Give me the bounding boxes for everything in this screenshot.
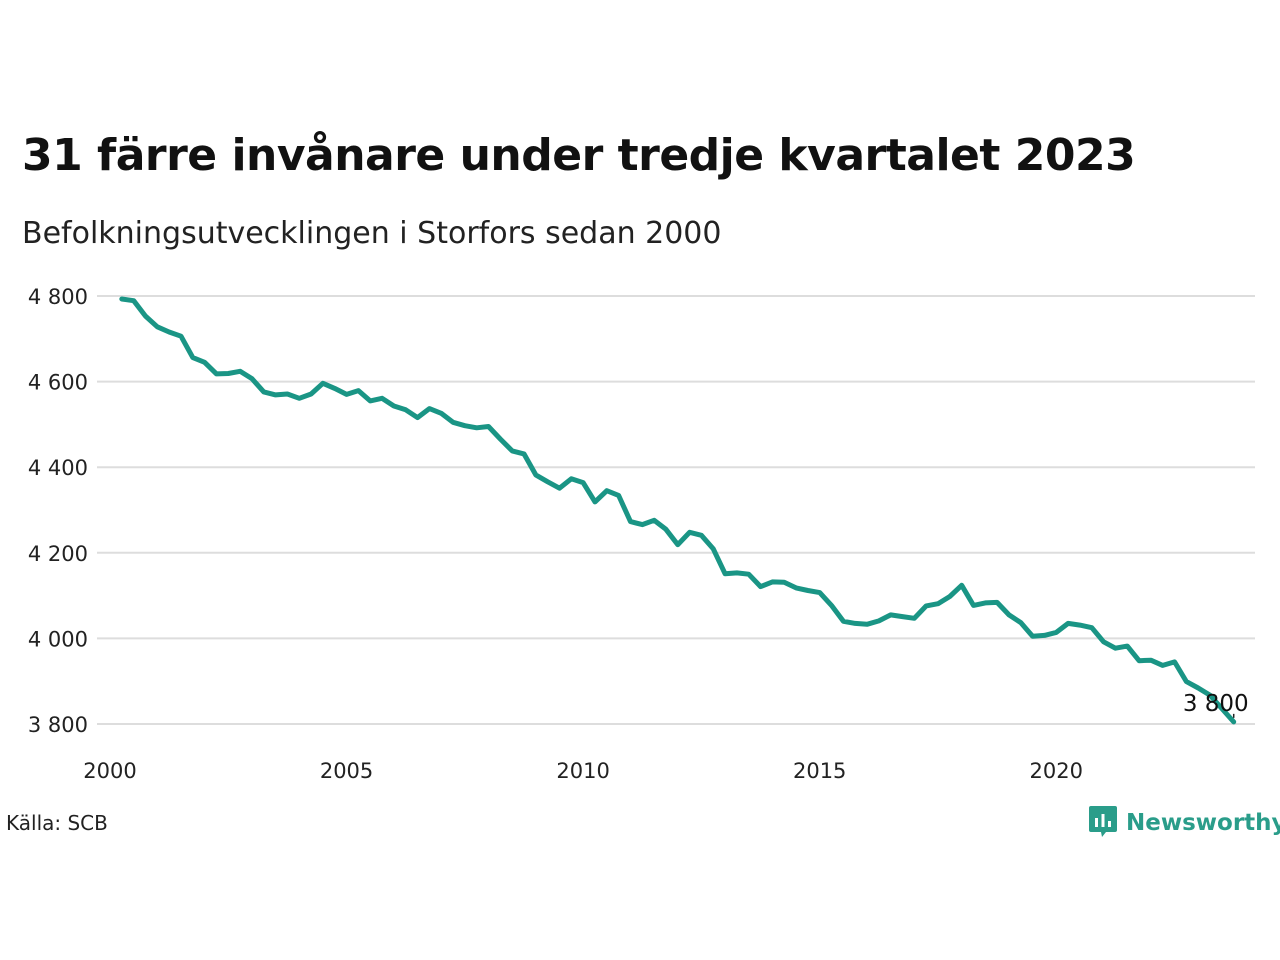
source-note: Källa: SCB [6, 811, 108, 835]
newsworthy-logo[interactable]: Newsworthy [1088, 804, 1280, 842]
newsworthy-logo-icon [1088, 804, 1118, 842]
y-tick-label: 4 200 [28, 542, 88, 566]
y-tick-label: 4 600 [28, 371, 88, 395]
chart-title: 31 färre invånare under tredje kvartalet… [22, 130, 1136, 181]
y-tick-label: 3 800 [28, 713, 88, 737]
x-tick-label: 2000 [83, 759, 136, 783]
x-tick-label: 2020 [1030, 759, 1083, 783]
end-value-label: 3 800 [1183, 691, 1249, 717]
annotation-layer: 3 800 [1183, 691, 1249, 718]
y-tick-label: 4 800 [28, 285, 88, 309]
x-tick-label: 2010 [556, 759, 609, 783]
grid-lines [97, 295, 1255, 725]
newsworthy-logo-text: Newsworthy [1126, 810, 1280, 836]
y-tick-label: 4 400 [28, 456, 88, 480]
x-tick-label: 2005 [320, 759, 373, 783]
series-layer [119, 296, 1237, 725]
y-axis-tick-labels: 3 800 4 000 4 200 4 400 4 600 4 800 [28, 285, 88, 737]
y-tick-label: 4 000 [28, 627, 88, 651]
x-axis-tick-labels: 2000 2005 2010 2015 2020 [83, 759, 1083, 783]
chart-subtitle: Befolkningsutvecklingen i Storfors sedan… [22, 216, 722, 251]
series-line-0 [119, 296, 1237, 725]
x-tick-label: 2015 [793, 759, 846, 783]
